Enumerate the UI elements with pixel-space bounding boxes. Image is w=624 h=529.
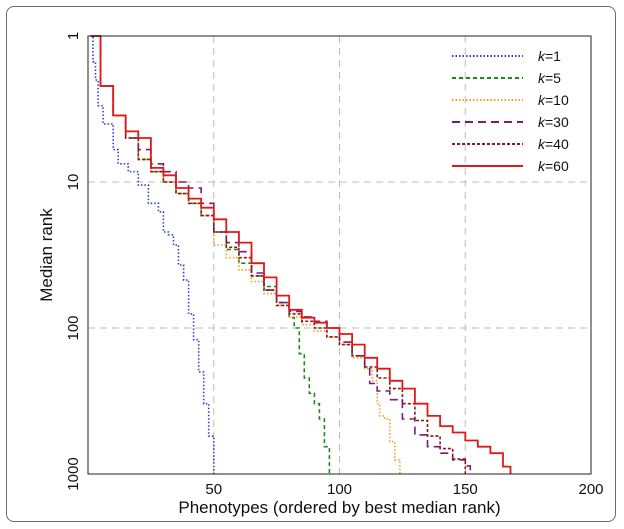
legend-label: k=40 bbox=[538, 136, 569, 152]
legend-label: k=30 bbox=[538, 114, 569, 130]
y-tick-label: 100 bbox=[65, 315, 82, 340]
ticks: 50 100 150 200 1 10 100 1000 bbox=[65, 32, 604, 498]
y-axis-label: Median rank bbox=[37, 208, 56, 302]
x-axis-label: Phenotypes (ordered by best median rank) bbox=[178, 498, 500, 517]
y-tick-label: 1 bbox=[65, 32, 82, 40]
legend-label: k=10 bbox=[538, 92, 569, 108]
plot-border bbox=[87, 35, 592, 475]
series-line-k1 bbox=[90, 35, 215, 474]
x-tick-label: 100 bbox=[327, 481, 352, 498]
series-line-k60 bbox=[90, 35, 512, 474]
chart-frame bbox=[6, 6, 616, 522]
legend-label: k=1 bbox=[538, 48, 561, 64]
x-tick-label: 150 bbox=[453, 481, 478, 498]
series-layer bbox=[90, 35, 512, 474]
series-line-k40 bbox=[90, 35, 467, 474]
grid bbox=[88, 36, 591, 474]
x-tick-label: 200 bbox=[578, 481, 603, 498]
y-tick-label: 10 bbox=[65, 174, 82, 191]
legend: k=1 k=5 k=10 k=30 k=40 k=60 bbox=[452, 48, 569, 174]
series-line-k10 bbox=[90, 35, 401, 474]
legend-label: k=60 bbox=[538, 158, 569, 174]
series-line-k5 bbox=[90, 35, 331, 474]
legend-label: k=5 bbox=[538, 70, 561, 86]
x-tick-label: 50 bbox=[205, 481, 222, 498]
series-line-k30 bbox=[90, 35, 472, 474]
y-tick-label: 1000 bbox=[65, 457, 82, 490]
